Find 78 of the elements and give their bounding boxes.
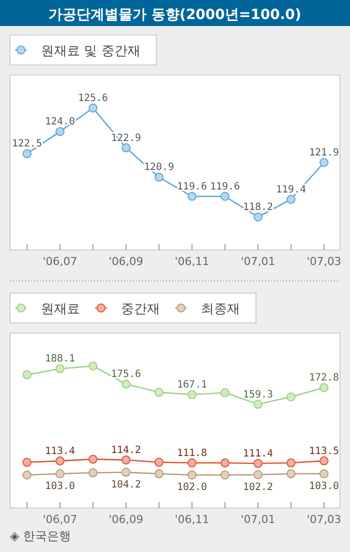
legend-label: 원재료 — [41, 302, 80, 317]
point — [122, 380, 130, 389]
point — [320, 469, 328, 478]
point — [88, 454, 98, 464]
point — [320, 456, 328, 466]
legend-label: 원재료 및 중간재 — [41, 44, 140, 59]
point — [220, 388, 230, 398]
point — [188, 390, 196, 400]
data-label: 159.3 — [242, 389, 274, 400]
x-tick-label: '07,01 — [240, 513, 276, 526]
point — [122, 143, 130, 152]
point — [88, 362, 98, 370]
point — [254, 470, 262, 480]
point — [188, 192, 196, 201]
x-tick-label: '06,09 — [108, 513, 144, 526]
legend-label: 중간재 — [121, 302, 160, 317]
x-tick-label: '07,01 — [240, 255, 276, 268]
data-label: 122.5 — [12, 138, 42, 150]
point — [220, 458, 230, 468]
point — [56, 456, 64, 466]
data-label: 119.6 — [176, 181, 208, 192]
point — [22, 458, 32, 467]
data-label: 103.0 — [44, 480, 76, 492]
point — [56, 469, 64, 478]
data-label: 113.4 — [44, 446, 76, 457]
text: ◈ 한국은행 — [10, 529, 72, 543]
point — [154, 458, 164, 467]
point — [56, 364, 64, 374]
point — [154, 388, 164, 397]
point — [320, 383, 328, 392]
chart-title: 가공단계별물가 동향(2000년=100.0) — [48, 7, 302, 23]
point — [254, 458, 262, 468]
x-tick-label: '07,03 — [306, 255, 342, 268]
point — [56, 127, 64, 136]
data-label: 121.9 — [308, 148, 340, 158]
point — [320, 158, 328, 167]
point — [22, 470, 32, 480]
point — [220, 470, 230, 480]
data-label: 113.5 — [308, 446, 340, 457]
point — [188, 458, 196, 468]
point — [122, 468, 130, 477]
data-label: 167.1 — [176, 380, 208, 391]
legend: 원재료 및 중간재 — [10, 34, 157, 66]
x-tick-label: '06,09 — [108, 255, 144, 268]
data-label: 172.8 — [308, 372, 340, 384]
x-tick-label: '07,03 — [306, 513, 342, 526]
point — [286, 194, 296, 204]
point — [154, 172, 164, 182]
data-label: 103.0 — [308, 480, 340, 492]
x-tick-label: '06,11 — [174, 513, 210, 526]
data-label: 188.1 — [44, 354, 76, 365]
data-label: 104.2 — [110, 479, 142, 490]
point — [286, 458, 296, 468]
data-label: 125.6 — [78, 93, 108, 104]
data-label: 111.4 — [242, 448, 274, 460]
point — [154, 469, 164, 478]
point — [220, 192, 230, 201]
data-label: 102.0 — [176, 482, 208, 493]
data-label: 119.6 — [210, 181, 240, 192]
data-label: 114.2 — [110, 444, 142, 456]
data-label: 118.2 — [242, 202, 274, 213]
legend-label: 최종재 — [201, 302, 240, 317]
data-label: 102.2 — [242, 482, 274, 493]
data-label: 175.6 — [110, 369, 142, 380]
point — [22, 149, 32, 158]
x-tick-label: '06,07 — [42, 513, 78, 526]
point — [254, 400, 262, 409]
x-tick-label: '06,07 — [42, 255, 78, 268]
point — [122, 455, 130, 464]
point — [286, 392, 296, 402]
data-label: 111.8 — [176, 448, 208, 459]
point — [286, 469, 296, 478]
point — [88, 468, 98, 478]
point — [254, 212, 262, 222]
x-tick-label: '06,11 — [174, 255, 210, 268]
point — [22, 370, 32, 380]
point — [188, 470, 196, 480]
point — [88, 104, 98, 112]
